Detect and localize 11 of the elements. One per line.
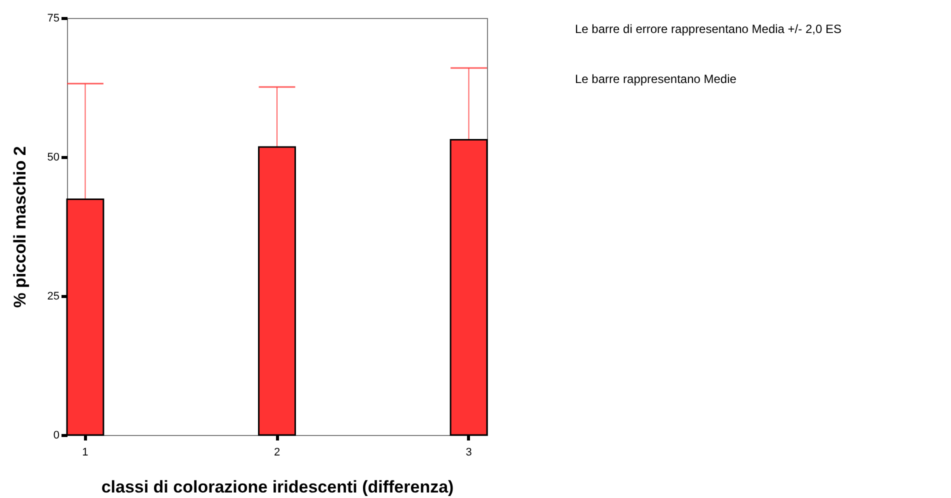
- x-tick-label: 1: [82, 446, 88, 458]
- y-tick-label: 0: [53, 430, 60, 442]
- y-tick-label: 75: [47, 12, 60, 24]
- text: Le barre rappresentano Medie: [575, 72, 738, 86]
- x-tick-label: 2: [274, 446, 280, 458]
- x-tick-label: 3: [466, 446, 472, 458]
- y-axis-title: % piccoli maschio 2: [10, 146, 30, 308]
- text: Le barre di errore rappresentano Media +/- 2,0 ES: [575, 22, 842, 36]
- x-axis-title: classi di colorazione iridescenti (differenza): [101, 478, 454, 496]
- y-tick-label: 25: [47, 290, 60, 302]
- y-tick-label: 50: [47, 152, 60, 164]
